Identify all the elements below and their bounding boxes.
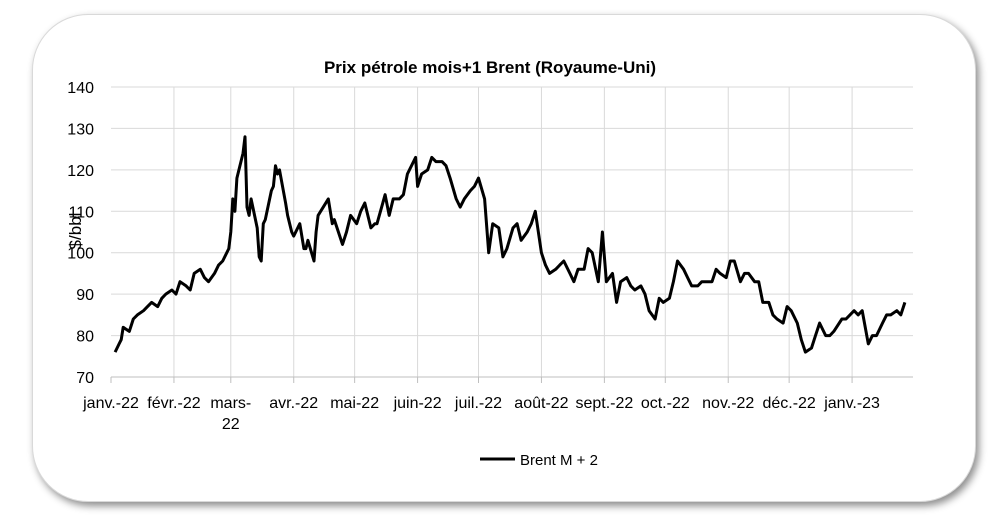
gridlines [111,86,913,377]
chart-title: Prix pétrole mois+1 Brent (Royaume-Uni) [324,58,656,77]
x-axis-ticks: janv.-22 févr.-22 mars-22 avr.-22 mai-22 juin… [82,377,880,433]
x-tick-label: nov.-22 [702,395,754,412]
x-tick-label: mars-22 [210,395,251,433]
x-tick-label: août-22 [514,395,568,412]
x-tick-label: déc.-22 [762,395,815,412]
legend: Brent M + 2 [480,452,598,469]
y-axis-label: $/bbl [66,213,85,250]
legend-label: Brent M + 2 [520,452,598,469]
y-tick-label: 90 [76,287,94,304]
y-tick-label: 80 [76,329,94,346]
x-tick-label: mai-22 [330,395,379,412]
x-tick-label: févr.-22 [147,395,200,412]
y-tick-label: 120 [67,163,94,180]
x-tick-label: oct.-22 [641,395,690,412]
y-axis-ticks: 70 80 90 100 110 120 130 140 [67,80,94,387]
y-tick-label: 70 [76,370,94,387]
x-tick-label: juil.-22 [454,395,502,412]
x-tick-label: juin-22 [393,395,442,412]
x-tick-label: sept.-22 [575,395,633,412]
y-tick-label: 140 [67,80,94,97]
x-tick-label: janv.-23 [823,395,880,412]
series-line-brent-m2 [113,135,907,354]
chart-card [32,14,976,502]
y-tick-label: 100 [67,246,94,263]
x-tick-label: janv.-22 [82,395,139,412]
x-tick-label: avr.-22 [269,395,318,412]
y-tick-label: 110 [68,204,94,221]
y-tick-label: 130 [67,121,94,138]
